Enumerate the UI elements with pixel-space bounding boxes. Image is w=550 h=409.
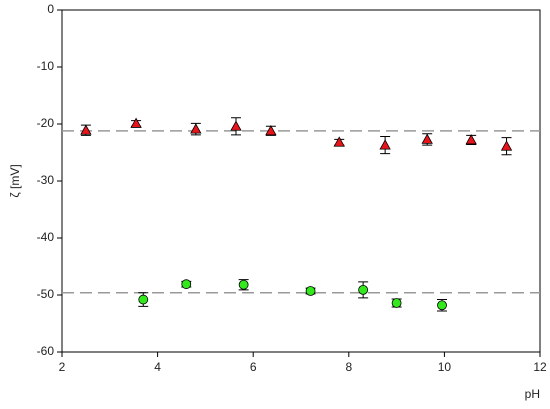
- triangle-marker: [190, 123, 202, 134]
- circle-marker: [305, 286, 316, 296]
- triangle-marker: [333, 136, 345, 147]
- triangle-marker: [421, 133, 433, 144]
- circle-marker: [181, 279, 192, 290]
- triangle-marker: [500, 140, 513, 151]
- x-tick-label: 12: [533, 360, 547, 374]
- circle-marker: [358, 284, 369, 295]
- x-tick-label: 8: [345, 360, 352, 374]
- y-tick-label: -50: [37, 287, 55, 301]
- y-tick-label: -60: [37, 344, 55, 358]
- triangle-marker: [265, 125, 277, 136]
- circle-marker: [138, 294, 149, 305]
- y-tick-label: 0: [47, 2, 54, 16]
- y-axis-label: ζ [mV]: [8, 164, 22, 197]
- x-tick-label: 4: [154, 360, 161, 374]
- triangle-marker: [379, 139, 391, 150]
- circle-marker: [391, 298, 402, 308]
- triangle-marker: [80, 124, 92, 135]
- x-tick-label: 2: [59, 360, 66, 374]
- circle-marker: [437, 300, 447, 311]
- circle-marker: [238, 279, 249, 290]
- x-axis-label: pH: [525, 387, 540, 401]
- triangle-marker: [230, 120, 242, 131]
- triangle-marker: [465, 134, 477, 145]
- y-tick-label: -20: [37, 116, 55, 130]
- y-tick-label: -30: [37, 173, 55, 187]
- y-tick-label: -40: [37, 230, 55, 244]
- plot-frame: [61, 9, 541, 353]
- x-tick-label: 10: [438, 360, 452, 374]
- y-tick-label: -10: [37, 59, 55, 73]
- triangle-marker: [130, 117, 142, 128]
- x-tick-label: 6: [250, 360, 257, 374]
